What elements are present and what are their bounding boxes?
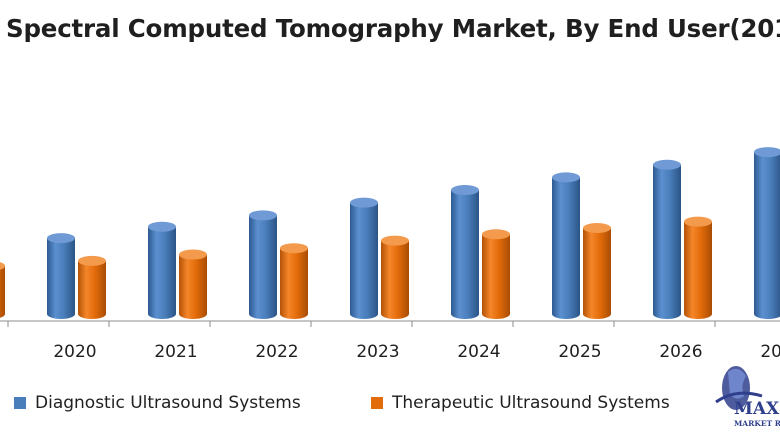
bar-therapeutic-2026-base [684,309,712,319]
legend-item-diagnostic: Diagnostic Ultrasound Systems [14,393,301,413]
bar-therapeutic-2020-base [78,309,106,319]
globe-logo-icon: MAXI MARKET R [715,366,780,428]
bar-therapeutic-2021 [179,249,207,319]
bar-therapeutic-2024 [482,229,510,319]
bar-therapeutic-2026 [684,216,712,319]
bar-diagnostic-2022 [249,210,277,319]
bar-therapeutic-2022-body [280,248,308,314]
bar-therapeutic-2021-base [179,309,207,319]
bar-diagnostic-2025-body [552,177,580,314]
bar-therapeutic-2021-cap [179,249,207,260]
bar-diagnostic-2021 [148,221,176,319]
legend-label-therapeutic: Therapeutic Ultrasound Systems [392,393,670,413]
bar-diagnostic-2022-base [249,309,277,319]
bar-diagnostic-2023-cap [350,197,378,208]
bar-therapeutic-2022-cap [280,243,308,254]
x-tick-label-2020: 2020 [53,342,96,362]
bar-therapeutic-2026-body [684,221,712,314]
bar-therapeutic-2023-cap [381,235,409,246]
bar-therapeutic-2022 [280,243,308,319]
bar-therapeutic-2023 [381,235,409,319]
bar-diagnostic-2023-body [350,202,378,314]
x-tick-label-2027: 2027 [760,342,780,362]
bar-diagnostic-2022-body [249,215,277,314]
bar-diagnostic-2023-base [350,309,378,319]
bar-diagnostic-2020 [47,233,75,319]
brand-logo: MAXI MARKET R [712,358,780,440]
bar-diagnostic-2022-cap [249,210,277,221]
bar-therapeutic-2023-base [381,309,409,319]
bar-diagnostic-2026-cap [653,159,681,170]
bar-therapeutic-2024-cap [482,229,510,240]
bar-diagnostic-2024 [451,185,479,319]
bar-diagnostic-2026-base [653,309,681,319]
bar-therapeutic-2020 [78,255,106,319]
bar-diagnostic-2024-base [451,309,479,319]
bar-diagnostic-2025 [552,172,580,319]
bar-therapeutic-2025-body [583,227,611,314]
bar-diagnostic-2021-base [148,309,176,319]
bar-diagnostic-2027 [754,147,780,319]
bar-therapeutic-2021-body [179,254,207,314]
logo-subtext: MARKET R [734,419,780,428]
bar-therapeutic-2024-body [482,234,510,314]
legend-swatch-therapeutic [371,397,383,409]
bar-therapeutic-2020-body [78,260,106,314]
bar-therapeutic-2019-base [0,310,5,318]
bar-diagnostic-2027-base [754,309,780,319]
bar-therapeutic-2019-body [0,265,5,314]
chart-legend: Diagnostic Ultrasound Systems Therapeuti… [0,393,720,419]
x-tick-label-2022: 2022 [255,342,298,362]
bar-diagnostic-2020-base [47,309,75,319]
logo-text: MAXI [734,399,780,419]
bar-diagnostic-2020-cap [47,233,75,244]
bar-therapeutic-2026-cap [684,216,712,227]
legend-swatch-diagnostic [14,397,26,409]
bar-diagnostic-2026 [653,159,681,319]
chart-title: Spectral Computed Tomography Market, By … [6,14,780,43]
x-tick-label-2025: 2025 [558,342,601,362]
bar-diagnostic-2027-body [754,152,780,314]
bar-diagnostic-2025-base [552,309,580,319]
bar-diagnostic-2027-cap [754,147,780,158]
bar-therapeutic-2020-cap [78,255,106,266]
bar-diagnostic-2021-cap [148,221,176,232]
bar-therapeutic-2019-cap [0,262,5,270]
bar-therapeutic-2025-base [583,309,611,319]
x-tick-label-2021: 2021 [154,342,197,362]
bar-diagnostic-2025-cap [552,172,580,183]
bar-diagnostic-2024-body [451,190,479,314]
legend-item-therapeutic: Therapeutic Ultrasound Systems [371,393,670,413]
bar-therapeutic-2022-base [280,309,308,319]
bar-diagnostic-2026-body [653,164,681,314]
bar-diagnostic-2023 [350,197,378,319]
bar-therapeutic-2025 [583,222,611,319]
x-tick-label-2023: 2023 [356,342,399,362]
bar-therapeutic-2019 [0,262,5,318]
bar-therapeutic-2023-body [381,240,409,314]
bar-diagnostic-2021-body [148,226,176,314]
bar-diagnostic-2024-cap [451,185,479,196]
bar-therapeutic-2024-base [482,309,510,319]
bar-diagnostic-2020-body [47,238,75,314]
x-tick-label-2026: 2026 [659,342,702,362]
x-tick-label-2024: 2024 [457,342,500,362]
bar-therapeutic-2025-cap [583,222,611,233]
legend-label-diagnostic: Diagnostic Ultrasound Systems [35,393,301,413]
